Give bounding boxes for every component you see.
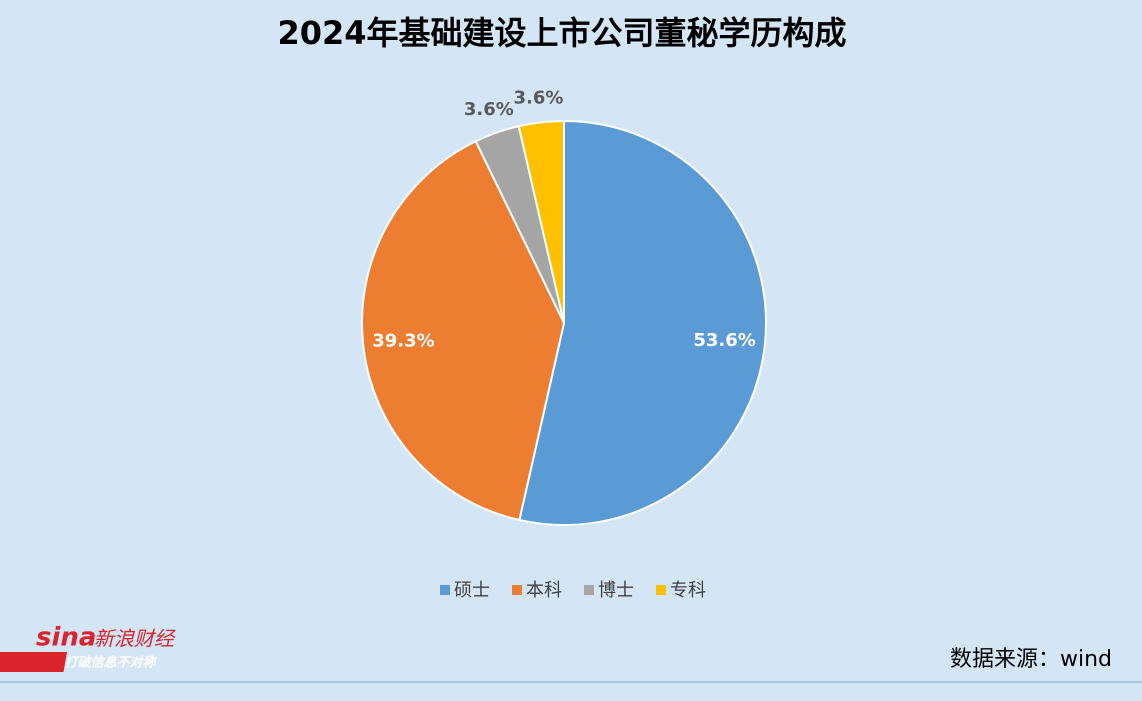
- data-label: 39.3%: [372, 330, 434, 351]
- logo-slogan: 打破信息不对称: [64, 655, 158, 671]
- pie: 53.6% 39.3% 3.6%3.6%: [361, 87, 767, 526]
- pie-slice: [517, 119, 565, 324]
- legend-label: 博士: [598, 580, 634, 601]
- logo-brand: sina: [36, 623, 96, 653]
- data-label: 53.6%: [693, 330, 755, 351]
- pie-slice: [361, 139, 566, 522]
- legend-swatch: [440, 585, 450, 595]
- logo-banner: [0, 652, 68, 672]
- legend-swatch: [512, 585, 522, 595]
- legend-label: 本科: [526, 580, 562, 601]
- data-label: 3.6%: [464, 99, 514, 120]
- legend-label: 专科: [670, 580, 706, 601]
- legend-swatch: [584, 585, 594, 595]
- logo: sina 新浪财经 打破信息不对称: [0, 623, 176, 672]
- pie-slice: [518, 119, 767, 526]
- data-label: 3.6%: [514, 87, 564, 108]
- legend-swatch: [656, 585, 666, 595]
- source: 数据来源：wind: [950, 647, 1112, 672]
- logo-name: 新浪财经: [94, 627, 176, 651]
- chart-title: 2024年基础建设上市公司董秘学历构成: [277, 14, 846, 52]
- legend: 硕士 本科 博士 专科: [440, 580, 706, 601]
- legend-label: 硕士: [454, 580, 490, 601]
